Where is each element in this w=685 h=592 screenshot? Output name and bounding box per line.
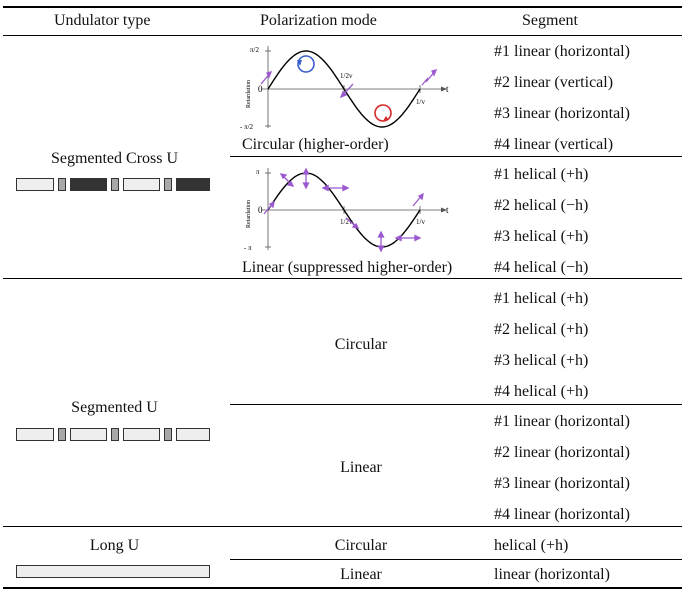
undulator-name: Long U xyxy=(89,537,140,554)
mode-label-linear: Linear xyxy=(340,566,382,583)
long-undulator-diagram xyxy=(16,565,210,578)
x-half-label: 1/2v xyxy=(340,218,353,226)
y-bottom-label: - π xyxy=(244,244,252,252)
y-zero-label: 0 xyxy=(258,84,263,94)
segment-cell: #1 linear (horizontal) xyxy=(494,43,630,60)
phase-shifter xyxy=(164,178,172,191)
mode-divider-rule xyxy=(230,559,682,560)
segment-cell: #3 linear (horizontal) xyxy=(494,475,630,492)
header-undulator-type: Undulator type xyxy=(54,12,151,29)
segment-cell: #1 helical (+h) xyxy=(494,166,589,183)
magnet-segment xyxy=(123,428,160,441)
mode-label-linear-suppressed: Linear (suppressed higher-order) xyxy=(242,259,453,276)
arrow-horizontal-icon xyxy=(321,184,422,242)
segment-cell: #4 helical (+h) xyxy=(494,383,589,400)
segment-cell: #1 helical (+h) xyxy=(494,290,589,307)
y-axis-title: Retardation xyxy=(246,200,252,228)
phase-shifter xyxy=(111,428,119,441)
magnet-segment xyxy=(176,428,210,441)
segment-cell: #2 helical (−h) xyxy=(494,197,589,214)
magnet-segment xyxy=(16,178,54,191)
y-zero-label: 0 xyxy=(258,205,263,215)
segment-cell: #3 linear (horizontal) xyxy=(494,105,630,122)
mode-label-circular: Circular xyxy=(334,336,388,353)
top-rule xyxy=(3,6,682,8)
header-rule xyxy=(3,35,682,36)
segment-cell: #2 helical (+h) xyxy=(494,321,589,338)
segment-cell: linear (horizontal) xyxy=(494,566,610,583)
mode-divider-rule xyxy=(230,404,682,405)
segment-cell: #3 helical (+h) xyxy=(494,228,589,245)
mode-label-linear: Linear xyxy=(340,459,382,476)
segment-cell: helical (+h) xyxy=(494,537,569,554)
segment-cell: #3 helical (+h) xyxy=(494,352,589,369)
circle-right-handed-icon xyxy=(374,104,392,122)
arrow-diagonal-icon xyxy=(263,173,424,229)
segment-cell: #4 linear (horizontal) xyxy=(494,506,630,523)
undulator-name: Segmented U xyxy=(71,399,158,416)
phase-shifter xyxy=(58,428,66,441)
retardation-plot-linear: π - π 0 1/2v 1/v t Retardation xyxy=(244,167,449,253)
phase-shifter xyxy=(111,178,119,191)
magnet-segment xyxy=(70,178,107,191)
segment-cell: #2 linear (vertical) xyxy=(494,74,614,91)
undulator-name: Segmented Cross U xyxy=(50,150,179,167)
phase-shifter xyxy=(164,428,172,441)
x-axis-label: t xyxy=(446,205,449,215)
group-rule-2 xyxy=(3,526,682,527)
circle-left-handed-icon xyxy=(297,55,315,73)
magnet-segment xyxy=(123,178,160,191)
x-full-label: 1/v xyxy=(416,98,425,106)
x-half-label: 1/2v xyxy=(340,72,353,80)
segment-cell: #4 helical (−h) xyxy=(494,259,589,276)
mode-divider-rule xyxy=(230,156,682,157)
bottom-rule xyxy=(3,587,682,589)
phase-shifter xyxy=(58,178,66,191)
arrow-vertical-icon xyxy=(302,167,385,253)
magnet-segment xyxy=(176,178,210,191)
header-polarization-mode: Polarization mode xyxy=(260,12,377,29)
y-top-label: π xyxy=(256,168,260,176)
magnet-segment xyxy=(16,428,54,441)
segment-cell: #4 linear (vertical) xyxy=(494,136,614,153)
mode-label-circular-higher-order: Circular (higher-order) xyxy=(242,136,389,153)
segment-cell: #2 linear (horizontal) xyxy=(494,444,630,461)
segment-cell: #1 linear (horizontal) xyxy=(494,413,630,430)
retardation-plot-circular: π/2 - π/2 0 1/2v 1/v t Retardation xyxy=(240,46,449,131)
arrow-diagonal-icon xyxy=(260,69,438,99)
group-rule-1 xyxy=(3,278,682,279)
magnet-segment xyxy=(70,428,107,441)
header-segment: Segment xyxy=(522,12,578,29)
y-bottom-label: - π/2 xyxy=(240,123,254,131)
mode-label-circular: Circular xyxy=(334,537,388,554)
y-top-label: π/2 xyxy=(250,46,259,54)
x-axis-label: t xyxy=(446,84,449,94)
x-full-label: 1/v xyxy=(416,218,425,226)
y-axis-title: Retardation xyxy=(246,80,252,108)
